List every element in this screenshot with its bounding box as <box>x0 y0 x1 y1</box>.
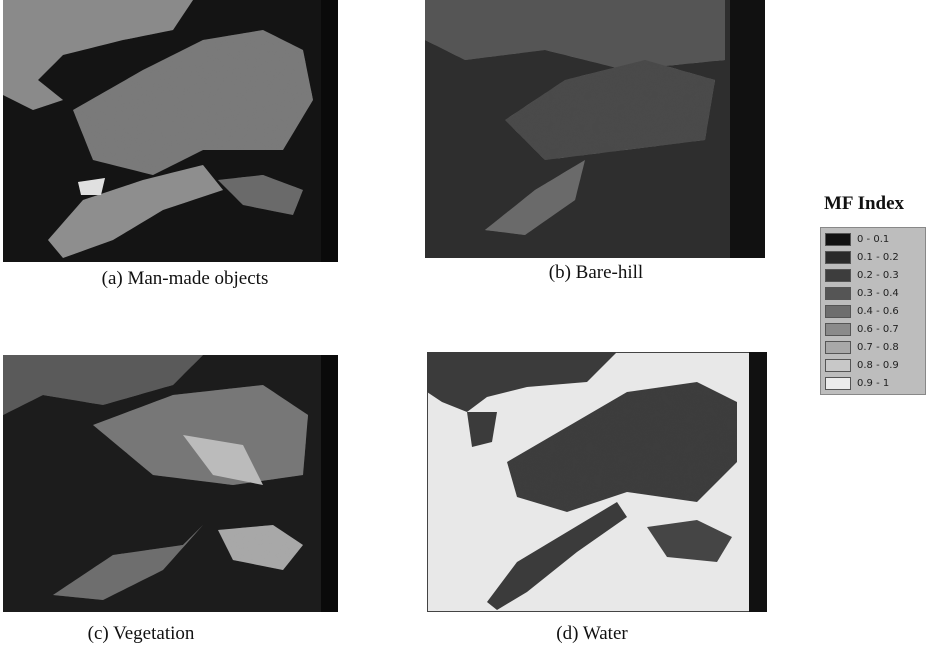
legend-item: 0.8 - 0.9 <box>821 356 925 374</box>
figure: (a) Man-made objects (b) Bare-hill (c) V… <box>0 0 932 649</box>
caption: (c) Vegetation <box>88 623 195 645</box>
legend-swatch <box>825 323 851 336</box>
image-bare-hill <box>425 0 765 258</box>
legend-item: 0.2 - 0.3 <box>821 266 925 284</box>
legend-swatch <box>825 233 851 246</box>
legend-item: 0.1 - 0.2 <box>821 248 925 266</box>
legend-label: 0.8 - 0.9 <box>857 360 899 371</box>
caption: (b) Bare-hill <box>549 262 643 284</box>
legend-swatch <box>825 377 851 390</box>
legend-item: 0.9 - 1 <box>821 374 925 392</box>
legend-label: 0.2 - 0.3 <box>857 270 899 281</box>
legend-title: MF Index <box>824 193 904 215</box>
legend-swatch <box>825 287 851 300</box>
legend-item: 0.3 - 0.4 <box>821 284 925 302</box>
legend-swatch <box>825 251 851 264</box>
caption: (d) Water <box>556 623 627 645</box>
image-vegetation <box>3 355 338 612</box>
legend-label: 0.3 - 0.4 <box>857 288 899 299</box>
legend-label: 0.6 - 0.7 <box>857 324 899 335</box>
legend-item: 0 - 0.1 <box>821 230 925 248</box>
legend-label: 0.4 - 0.6 <box>857 306 899 317</box>
legend-swatch <box>825 341 851 354</box>
legend-swatch <box>825 359 851 372</box>
caption: (a) Man-made objects <box>102 268 269 290</box>
legend-item: 0.4 - 0.6 <box>821 302 925 320</box>
legend-label: 0.1 - 0.2 <box>857 252 899 263</box>
legend-label: 0 - 0.1 <box>857 234 889 245</box>
legend-label: 0.7 - 0.8 <box>857 342 899 353</box>
legend-swatch <box>825 269 851 282</box>
legend: 0 - 0.1 0.1 - 0.2 0.2 - 0.3 0.3 - 0.4 0.4 - … <box>820 227 926 395</box>
legend-label: 0.9 - 1 <box>857 378 889 389</box>
image-man-made <box>3 0 338 262</box>
legend-item: 0.6 - 0.7 <box>821 320 925 338</box>
image-water <box>427 352 767 612</box>
legend-swatch <box>825 305 851 318</box>
legend-item: 0.7 - 0.8 <box>821 338 925 356</box>
